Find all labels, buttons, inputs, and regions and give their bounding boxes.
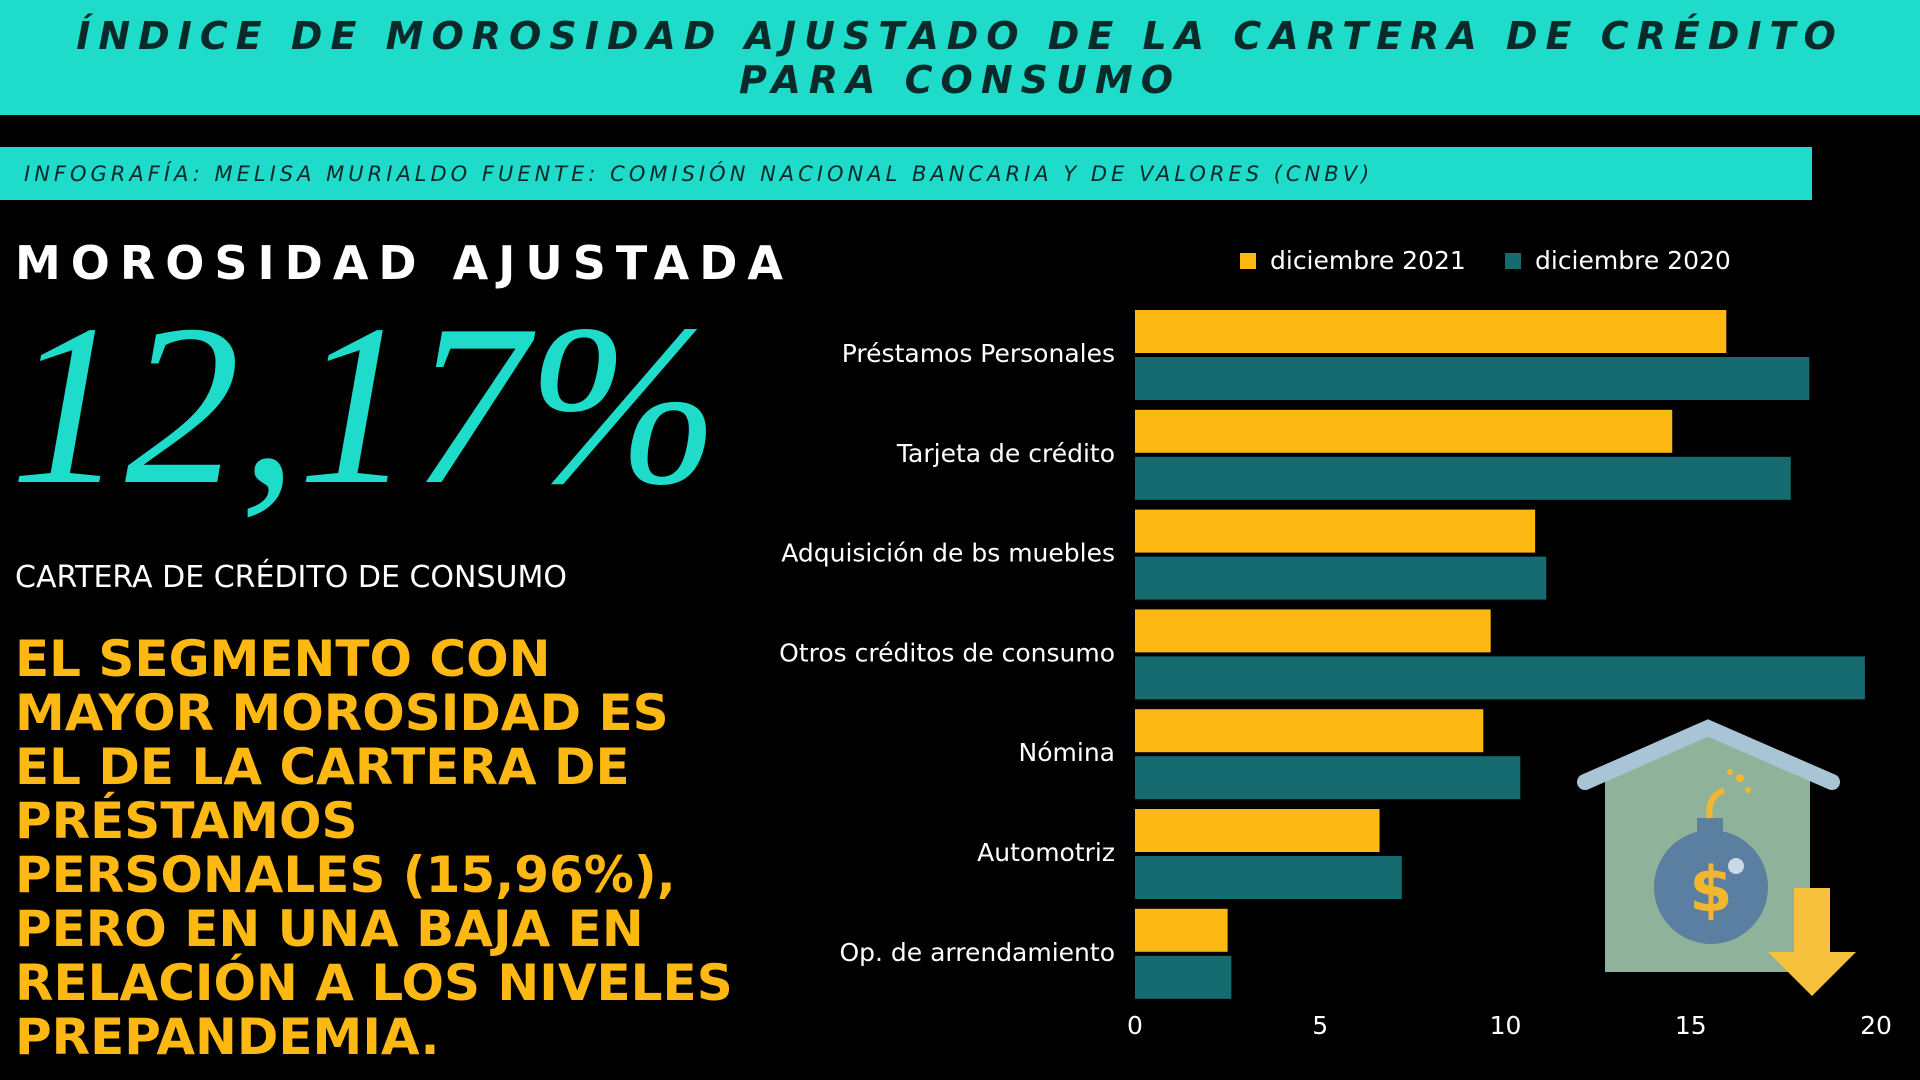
title: ÍNDICE DE MOROSIDAD AJUSTADO DE LA CARTE… (76, 13, 1844, 102)
x-tick-label: 15 (1675, 1011, 1707, 1040)
heading: MOROSIDAD AJUSTADA (15, 236, 794, 290)
bar (1135, 809, 1380, 852)
bar (1135, 456, 1791, 500)
bar (1135, 609, 1491, 653)
y-tick-label: Adquisición de bs muebles (781, 539, 1115, 568)
header: ÍNDICE DE MOROSIDAD AJUSTADO DE LA CARTE… (0, 0, 1920, 115)
bar (1135, 656, 1865, 700)
credit: INFOGRAFÍA: MELISA MURIALDO FUENTE: COMI… (24, 162, 1374, 186)
highlight-line: PREPANDEMIA. (15, 1008, 440, 1066)
legend-swatch (1240, 253, 1256, 269)
highlight-line: MAYOR MOROSIDAD ES (15, 684, 669, 742)
caption: CARTERA DE CRÉDITO DE CONSUMO (15, 560, 567, 595)
credit-bar: INFOGRAFÍA: MELISA MURIALDO FUENTE: COMI… (0, 147, 1812, 200)
x-tick-label: 20 (1860, 1011, 1892, 1040)
bar (1135, 310, 1727, 353)
bar (1135, 908, 1228, 952)
highlight-line: EL DE LA CARTERA DE (15, 738, 630, 796)
bar (1135, 357, 1810, 400)
bar (1135, 955, 1232, 999)
highlight-line: PERSONALES (15,96%), (15, 846, 676, 904)
y-tick-label: Tarjeta de crédito (896, 439, 1115, 468)
bar (1135, 409, 1673, 453)
y-tick-label: Otros créditos de consumo (779, 638, 1115, 667)
highlight: EL SEGMENTO CON MAYOR MOROSIDAD ES EL DE L… (15, 632, 733, 1064)
bar (1135, 856, 1402, 899)
x-tick-label: 5 (1312, 1011, 1328, 1040)
y-tick-label: Op. de arrendamiento (839, 938, 1115, 967)
bar (1135, 756, 1521, 800)
y-tick-label: Automotriz (977, 838, 1115, 867)
y-tick-label: Nómina (1019, 738, 1115, 767)
bar (1135, 556, 1547, 600)
y-tick-label: Préstamos Personales (842, 339, 1115, 368)
bar (1135, 709, 1484, 753)
highlight-line: EL SEGMENTO CON (15, 630, 551, 688)
svg-text:$: $ (1689, 853, 1732, 926)
house-icon: $ (1577, 719, 1856, 996)
highlight-line: PERO EN UNA BAJA EN (15, 900, 644, 958)
highlight-line: RELACIÓN A LOS NIVELES (15, 954, 733, 1012)
x-tick-label: 0 (1127, 1011, 1143, 1040)
legend-swatch (1505, 253, 1521, 269)
legend-label: diciembre 2020 (1535, 246, 1731, 275)
bar (1135, 509, 1536, 553)
highlight-line: PRÉSTAMOS (15, 792, 358, 850)
legend-label: diciembre 2021 (1270, 246, 1466, 275)
x-tick-label: 10 (1490, 1011, 1522, 1040)
figure: 12,17% (10, 277, 720, 532)
